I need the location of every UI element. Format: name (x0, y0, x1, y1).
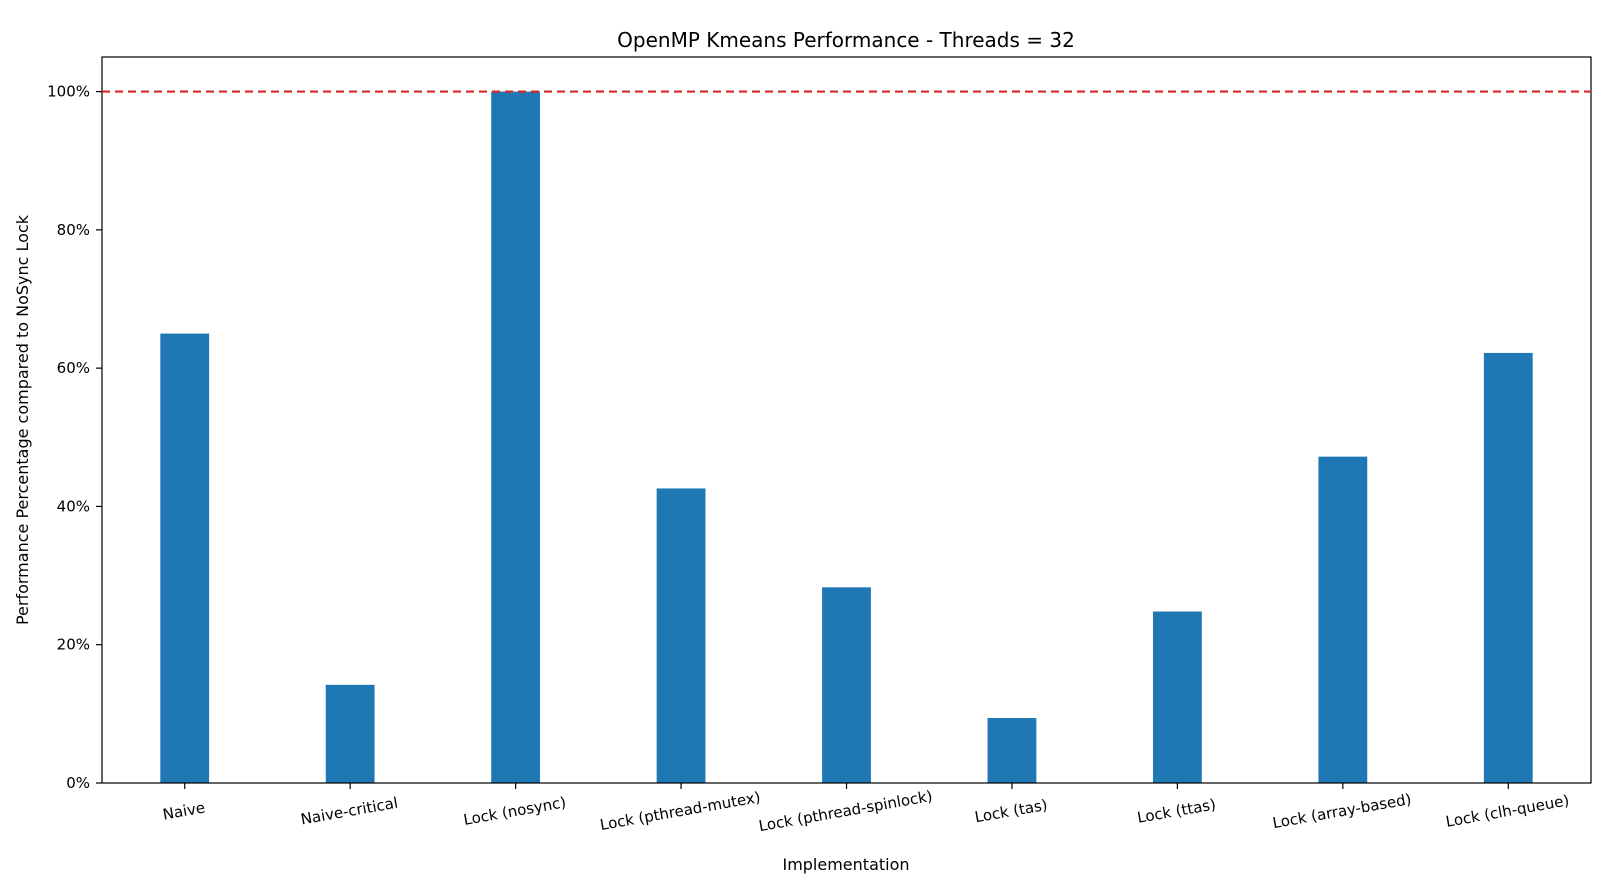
y-tick-label-2: 40% (57, 497, 90, 515)
y-tick-label-5: 100% (47, 83, 90, 101)
x-axis-label: Implementation (782, 855, 909, 874)
bar-7 (1318, 456, 1368, 783)
bar-4 (822, 587, 871, 783)
y-tick-label-3: 60% (57, 359, 90, 377)
y-tick-label-0: 0% (66, 774, 90, 792)
chart-title: OpenMP Kmeans Performance - Threads = 32 (617, 28, 1075, 52)
bar-2 (491, 91, 541, 783)
bar-8 (1483, 352, 1533, 783)
bar-3 (656, 488, 706, 783)
y-axis-label: Performance Percentage compared to NoSyn… (13, 214, 32, 625)
bar-0 (160, 333, 210, 783)
y-tick-label-1: 20% (57, 636, 90, 654)
bar-5 (987, 718, 1037, 783)
plot-area: 0%20%40%60%80%100%Naive Naive-critical Loc… (47, 56, 1592, 835)
bar-1 (325, 684, 375, 783)
bar-6 (1152, 611, 1202, 783)
y-tick-label-4: 80% (57, 221, 90, 239)
